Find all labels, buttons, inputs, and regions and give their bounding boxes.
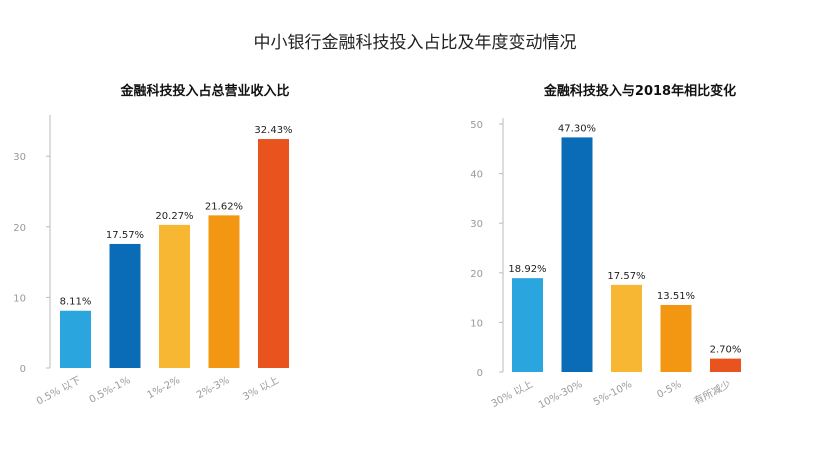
bar (710, 358, 741, 372)
data-label: 2.70% (710, 345, 742, 356)
y-tick-label: 20 (470, 269, 483, 280)
data-label: 13.51% (657, 291, 695, 302)
bar (611, 284, 642, 372)
y-tick-label: 30 (13, 152, 26, 163)
bar (258, 139, 289, 368)
category-label: 1%-2% (146, 375, 182, 401)
data-label: 18.92% (508, 264, 546, 275)
category-label: 5%-10% (592, 379, 634, 408)
category-label: 30% 以上 (489, 378, 535, 410)
category-label: 2%-3% (195, 375, 231, 401)
y-tick-label: 40 (470, 170, 483, 181)
left-chart-title: 金融科技投入占总营业收入比 (120, 84, 290, 99)
bar (660, 304, 692, 372)
category-label: 0-5% (655, 379, 683, 401)
y-tick-label: 20 (13, 223, 26, 234)
data-label: 17.57% (607, 271, 645, 282)
y-tick-label: 0 (20, 364, 26, 375)
category-label: 3% 以上 (241, 374, 281, 403)
y-tick-label: 10 (13, 293, 26, 304)
y-tick-label: 10 (470, 318, 483, 329)
bar (159, 224, 190, 368)
data-label: 21.62% (205, 201, 243, 212)
bar (109, 243, 141, 368)
data-label: 20.27% (155, 211, 193, 222)
data-label: 47.30% (558, 123, 596, 134)
bar (60, 310, 91, 368)
y-tick-label: 0 (477, 368, 483, 379)
data-label: 32.43% (254, 125, 292, 136)
data-label: 8.11% (60, 297, 92, 308)
bar (512, 278, 543, 372)
category-label: 0.5% 以下 (35, 375, 83, 408)
category-label: 10%-30% (537, 379, 585, 411)
right-chart-title: 金融科技投入与2018年相比变化 (543, 84, 737, 99)
page-title: 中小银行金融科技投入占比及年度变动情况 (253, 33, 577, 53)
category-label: 0.5%-1% (88, 375, 133, 406)
bar (561, 137, 593, 372)
y-tick-label: 30 (470, 219, 483, 230)
y-tick-label: 50 (470, 120, 483, 131)
category-label: 有所减少 (691, 377, 732, 407)
data-label: 17.57% (106, 230, 144, 241)
bar (208, 215, 240, 368)
